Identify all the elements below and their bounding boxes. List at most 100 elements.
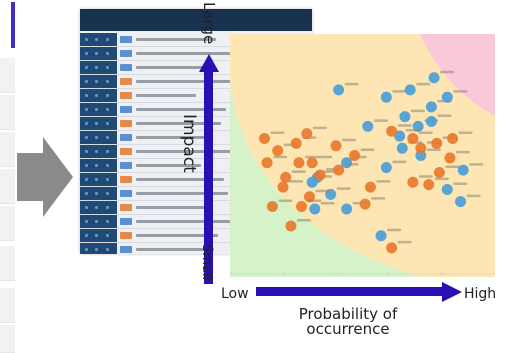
risk-point-orange [423,179,435,191]
sheet-id-cell [80,33,117,46]
marker-label [410,109,425,113]
risk-point-orange [277,181,289,193]
sheet-text [136,108,226,111]
risk-point-orange [261,157,273,169]
sheet-tag [120,92,132,99]
side-strip-cell [0,132,15,167]
sheet-tag [120,134,132,141]
marker-label [296,218,311,222]
marker-label [434,177,449,181]
risk-point-orange [293,157,305,169]
sheet-text [136,248,214,251]
risk-point-blue [425,101,437,113]
sheet-text [136,80,236,83]
risk-point-blue [380,91,392,103]
risk-point-orange [359,198,371,210]
sheet-id-cell [80,75,117,88]
sheet-text [136,164,201,167]
impact-large-label: Large [198,2,218,52]
side-strip-cell [0,169,15,204]
probability-axis-arrow [256,282,462,302]
sheet-text [136,94,196,97]
marker-label [426,148,441,151]
sheet-tag [120,246,132,253]
side-strip-cell [0,246,15,281]
risk-point-orange [386,242,398,254]
risk-point-orange [433,167,445,179]
sheet-tag [120,162,132,169]
side-strip-cell [0,206,15,241]
marker-label [336,187,351,190]
marker-label [320,201,335,205]
sheet-text [136,220,232,223]
risk-point-blue [396,142,408,154]
marker-label [392,90,407,93]
risk-point-orange [431,137,443,149]
sheet-id-cell [80,159,117,172]
sheet-text [136,52,231,55]
marker-label [291,170,306,173]
probability-axis-label: Probability of occurrence [298,305,398,338]
marker-label [289,180,303,183]
marker-label [445,165,460,169]
risk-point-orange [266,201,278,213]
risk-point-blue [333,84,345,96]
risk-point-orange [258,132,270,144]
marker-label [307,199,322,203]
risk-point-orange [447,132,459,144]
risk-point-orange [330,140,342,152]
sheet-text [136,234,218,237]
marker-label [371,197,386,200]
marker-label [466,194,481,198]
risk-point-orange [415,142,427,154]
risk-point-blue [380,162,392,174]
sheet-id-cell [80,47,117,60]
risk-point-orange [386,125,398,137]
sheet-text [136,178,224,181]
transition-arrow-icon [17,137,73,217]
sheet-id-cell [80,61,117,74]
high-risk-zone [420,34,495,116]
risk-matrix-svg [230,34,495,277]
marker-label [469,163,484,166]
sheet-tag [120,64,132,71]
marker-label [342,138,356,142]
marker-label [304,155,319,159]
sheet-id-cell [80,215,117,228]
impact-small-label: Small [196,244,214,294]
risk-point-orange [306,157,318,169]
active-indicator [11,2,15,48]
sheet-tag [120,204,132,211]
risk-point-orange [280,171,292,183]
sheet-text [136,38,216,41]
sheet-id-cell [80,229,117,242]
risk-point-orange [314,169,326,181]
sheet-text [136,66,206,69]
sheet-id-cell [80,131,117,144]
side-strip-cell [0,288,15,323]
marker-label [278,199,293,203]
risk-point-orange [285,220,297,232]
risk-point-orange [296,201,308,213]
risk-point-blue [457,164,469,176]
marker-label [453,90,468,93]
probability-high-label: High [464,286,497,302]
risk-point-blue [441,184,453,196]
marker-label [418,131,433,134]
side-strip [0,0,16,353]
marker-label [376,180,391,183]
sheet-id-cell [80,243,117,254]
risk-point-blue [362,120,374,132]
sheet-text [136,206,206,209]
sheet-id-cell [80,89,117,102]
sheet-id-cell [80,117,117,130]
impact-large-text: Large [200,2,218,45]
risk-point-blue [441,91,453,103]
marker-label [392,160,407,164]
marker-label [312,126,327,130]
risk-point-blue [399,111,411,123]
sheet-text [136,192,228,195]
marker-label [344,82,359,86]
risk-point-orange [444,152,456,164]
impact-axis-label: Impact [179,110,202,190]
